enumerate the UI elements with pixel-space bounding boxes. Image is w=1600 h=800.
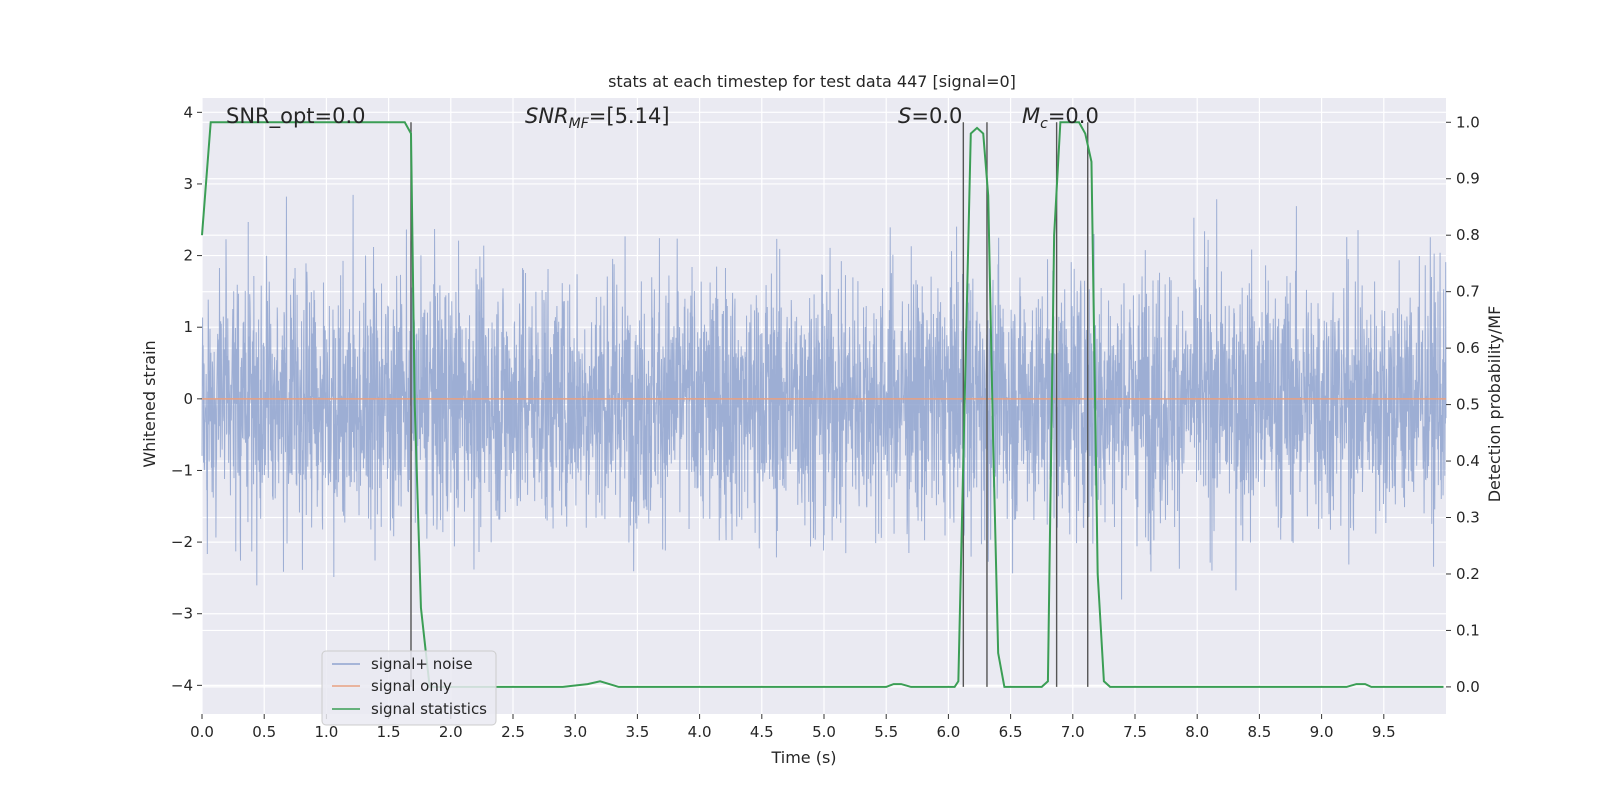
- x-axis-ticks: 0.0 0.5 1.0 1.5 2.0 2.5 3.0 3.5 4.0 4.5 5.0 5.5 6.0 6…: [190, 714, 1396, 741]
- y-axis-label: Whitened strain: [140, 340, 159, 467]
- x-tick-label: 6.5: [999, 723, 1023, 741]
- signal-statistics-line: [201, 121, 1444, 688]
- annotation-mc-val: =0.0: [1048, 104, 1099, 128]
- x-tick-label: 3.0: [563, 723, 587, 741]
- annotation-snr-mf-main: SNR: [525, 104, 569, 128]
- legend-label-statistics: signal statistics: [371, 700, 487, 718]
- y2-axis-label: Detection probability/MF: [1485, 306, 1504, 503]
- y-tick-label: −2: [171, 533, 193, 551]
- series-signal-noise: [201, 194, 1447, 600]
- annotation-snr-mf-val: =[5.14]: [589, 104, 670, 128]
- x-tick-label: 5.0: [812, 723, 836, 741]
- y-tick-label: 2: [183, 247, 193, 265]
- y2-tick-label: 0.5: [1456, 396, 1480, 414]
- vertical-markers: [410, 122, 1089, 687]
- annotation-mc-sub: c: [1040, 116, 1048, 132]
- x-tick-label: 1.0: [314, 723, 338, 741]
- y-axis-ticks: −4 −3 −2 −1 0 1 2 3 4: [171, 103, 202, 694]
- x-tick-label: 4.5: [750, 723, 774, 741]
- annotation-snr-mf: SNRMF=[5.14]: [525, 104, 670, 132]
- x-axis-label: Time (s): [770, 748, 836, 767]
- y-tick-label: −4: [171, 676, 193, 694]
- x-tick-label: 7.5: [1123, 723, 1147, 741]
- x-tick-label: 2.0: [439, 723, 463, 741]
- annotation-mc: Mc=0.0: [1022, 104, 1099, 132]
- y-tick-label: 1: [183, 318, 193, 336]
- x-tick-label: 0.5: [252, 723, 276, 741]
- y2-tick-label: 0.9: [1456, 170, 1480, 188]
- x-tick-label: 9.5: [1372, 723, 1396, 741]
- x-tick-label: 7.0: [1061, 723, 1085, 741]
- y2-tick-label: 0.2: [1456, 565, 1480, 583]
- y-tick-label: 0: [183, 390, 193, 408]
- x-tick-label: 5.5: [874, 723, 898, 741]
- annotation-mc-main: M: [1022, 104, 1040, 128]
- annotation-s: S=0.0: [898, 104, 962, 128]
- annotation-snr-opt: SNR_opt=0.0: [226, 104, 366, 129]
- annotation-snr-mf-sub: MF: [569, 116, 590, 132]
- y2-tick-label: 0.0: [1456, 678, 1480, 696]
- x-tick-label: 2.5: [501, 723, 525, 741]
- x-tick-label: 4.0: [688, 723, 712, 741]
- legend-label-signal-only: signal only: [371, 677, 452, 695]
- y2-tick-label: 0.4: [1456, 452, 1480, 470]
- signal-noise-line: [201, 194, 1447, 600]
- x-tick-label: 0.0: [190, 723, 214, 741]
- x-tick-label: 8.5: [1247, 723, 1271, 741]
- y-tick-label: −1: [171, 461, 193, 479]
- y2-tick-label: 0.6: [1456, 339, 1480, 357]
- y-tick-label: 4: [183, 103, 193, 121]
- x-tick-label: 9.0: [1310, 723, 1334, 741]
- x-tick-label: 3.5: [625, 723, 649, 741]
- annotation-s-main: S: [898, 104, 911, 128]
- y-tick-label: −3: [171, 605, 193, 623]
- y2-tick-label: 0.8: [1456, 226, 1480, 244]
- legend: signal+ noise signal only signal statist…: [321, 650, 497, 726]
- x-tick-label: 6.0: [936, 723, 960, 741]
- x-tick-label: 8.0: [1185, 723, 1209, 741]
- y2-tick-label: 1.0: [1456, 113, 1480, 131]
- chart-title: stats at each timestep for test data 447…: [608, 72, 1016, 91]
- annotation-s-val: =0.0: [911, 104, 962, 128]
- y2-tick-label: 0.3: [1456, 509, 1480, 527]
- y2-axis-ticks: 0.0 0.1 0.2 0.3 0.4 0.5 0.6 0.7 0.8 0.9 1.0: [1446, 113, 1480, 696]
- y2-tick-label: 0.7: [1456, 283, 1480, 301]
- y-tick-label: 3: [183, 175, 193, 193]
- series-signal-statistics: [201, 121, 1444, 688]
- x-tick-label: 1.5: [377, 723, 401, 741]
- legend-box: [321, 650, 497, 726]
- y2-tick-label: 0.1: [1456, 621, 1480, 639]
- legend-label-noise: signal+ noise: [371, 655, 473, 673]
